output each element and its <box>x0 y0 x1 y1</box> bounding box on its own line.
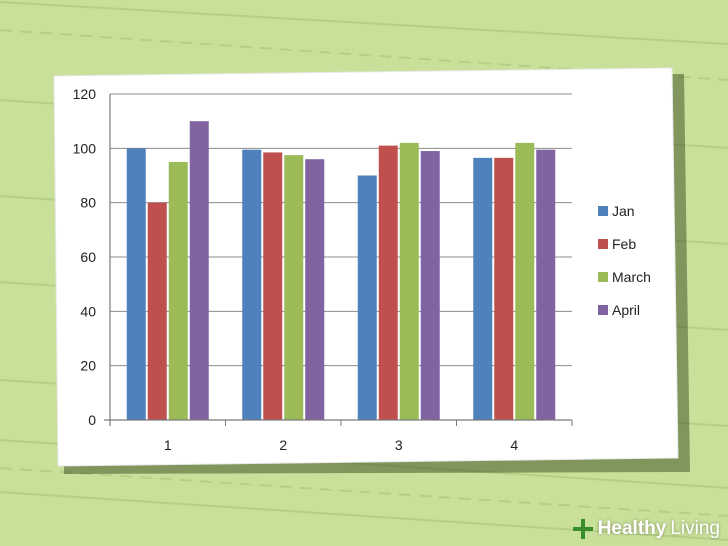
watermark: Healthy Living <box>572 518 720 540</box>
watermark-word-healthy: Healthy <box>597 518 667 539</box>
y-tick-label: 0 <box>88 412 96 428</box>
bar-jan-3 <box>357 175 377 420</box>
bar-april-3 <box>420 151 440 421</box>
x-tick-label: 3 <box>395 437 403 453</box>
legend-label-april: April <box>612 302 640 318</box>
legend-swatch-april <box>598 305 608 315</box>
y-tick-label: 40 <box>80 303 96 319</box>
bar-march-4 <box>515 142 535 420</box>
legend-label-march: March <box>612 269 651 285</box>
legend-swatch-march <box>598 272 608 282</box>
legend: Jan Feb March April <box>598 203 651 318</box>
axes <box>104 94 573 426</box>
bar-march-1 <box>168 161 188 420</box>
background-line <box>0 1 728 45</box>
plus-leaf-icon <box>572 519 593 539</box>
x-tick-labels: 1 2 3 4 <box>164 437 519 453</box>
bar-feb-4 <box>494 157 514 420</box>
x-tick-label: 2 <box>279 437 287 453</box>
x-tick-label: 4 <box>510 437 518 453</box>
watermark-word-living: Living <box>670 518 720 539</box>
bar-march-3 <box>399 142 419 420</box>
bar-march-2 <box>284 155 304 420</box>
legend-swatch-jan <box>598 206 608 216</box>
y-tick-label: 20 <box>80 358 96 374</box>
bar-jan-2 <box>242 149 262 421</box>
legend-label-feb: Feb <box>612 236 636 252</box>
bars <box>126 121 556 421</box>
y-tick-label: 60 <box>80 249 96 265</box>
bar-jan-1 <box>126 148 146 421</box>
bar-feb-2 <box>263 152 283 421</box>
background-line <box>0 491 728 541</box>
bar-april-4 <box>536 149 556 421</box>
bar-april-1 <box>189 121 209 421</box>
background-dashed-line <box>0 467 728 517</box>
x-tick-label: 1 <box>164 437 172 453</box>
bar-feb-1 <box>147 202 167 420</box>
bar-feb-3 <box>378 145 398 420</box>
y-tick-label: 120 <box>73 86 97 102</box>
bar-jan-4 <box>473 157 493 420</box>
bar-april-2 <box>305 159 325 420</box>
y-tick-label: 100 <box>73 140 97 156</box>
legend-swatch-feb <box>598 239 608 249</box>
y-tick-labels: 0 20 40 60 80 100 120 <box>73 86 97 428</box>
legend-label-jan: Jan <box>612 203 635 219</box>
y-tick-label: 80 <box>80 195 96 211</box>
